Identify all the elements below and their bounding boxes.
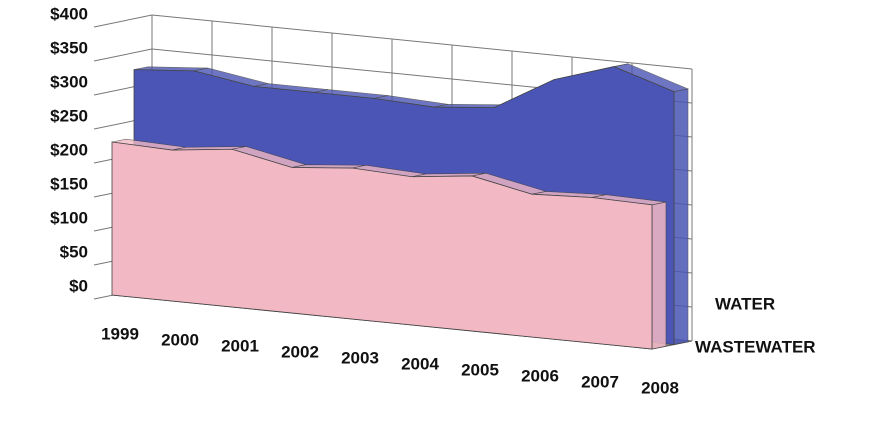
grid-line	[93, 48, 153, 62]
y-tick-label: $50	[60, 242, 88, 261]
x-tick-label: 2006	[521, 366, 559, 385]
x-tick-label: 2004	[401, 354, 439, 373]
x-tick-label: 2001	[221, 336, 259, 355]
legend-label: WASTEWATER	[695, 337, 816, 356]
x-tick-label: 1999	[101, 324, 139, 343]
y-tick-label: $250	[50, 106, 88, 125]
area	[111, 141, 653, 350]
x-tick-label: 2005	[461, 360, 499, 379]
x-tick-label: 2000	[161, 330, 199, 349]
x-tick-label: 2003	[341, 348, 379, 367]
grid-line	[151, 14, 693, 70]
y-tick-label: $350	[50, 38, 88, 57]
y-tick-label: $200	[50, 140, 88, 159]
y-tick-label: $400	[50, 4, 88, 23]
legend-label: WATER	[715, 294, 775, 313]
x-tick-label: 2002	[281, 342, 319, 361]
x-tick-label: 2007	[581, 372, 619, 391]
y-tick-label: $300	[50, 72, 88, 91]
y-tick-label: $0	[69, 276, 88, 295]
area-side	[651, 201, 667, 350]
area-side	[673, 88, 689, 345]
x-tick-label: 2008	[641, 378, 679, 397]
y-tick-label: $150	[50, 174, 88, 193]
grid-line	[93, 14, 153, 28]
y-tick-label: $100	[50, 208, 88, 227]
